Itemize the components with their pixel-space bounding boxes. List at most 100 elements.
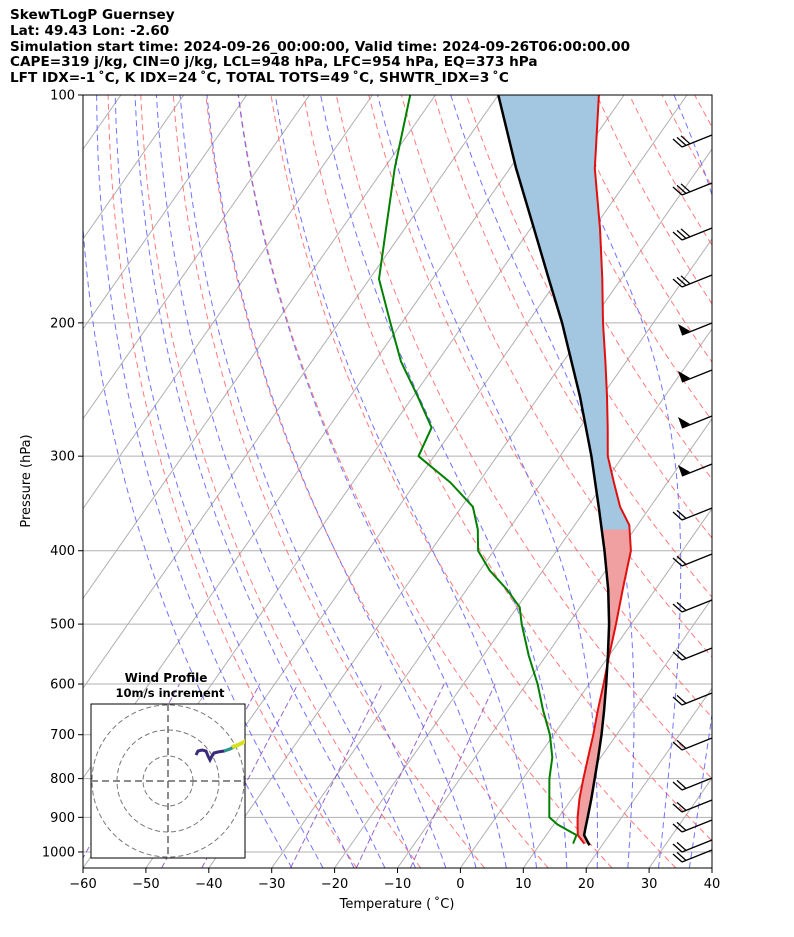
wind-barb — [672, 849, 713, 863]
barb-feather — [672, 138, 683, 148]
barb-staff — [681, 647, 713, 661]
parcel-line — [497, 95, 611, 846]
barb-feather — [672, 696, 683, 706]
wind-barb — [672, 134, 713, 148]
y-tick-label: 1000 — [42, 845, 75, 860]
barb-staff — [681, 415, 713, 429]
barb-feather — [672, 803, 683, 813]
y-axis: 1000 900 800 700 600 500 400 300 200 100 — [42, 89, 83, 860]
dry-adiabat-0 — [172, 95, 485, 868]
chart-header: SkewTLogP Guernsey Lat: 49.43 Lon: -2.60… — [10, 7, 631, 87]
barb-feather — [676, 779, 687, 789]
dry-adiabat--10 — [140, 95, 422, 868]
barb-feather — [676, 739, 687, 749]
dry-adiabat-30 — [270, 95, 677, 868]
wind-barb — [672, 274, 713, 288]
barb-staff — [681, 777, 713, 791]
wind-barb — [672, 507, 713, 521]
barb-staff — [681, 227, 713, 241]
wind-barb — [672, 692, 713, 706]
barb-staff — [681, 799, 713, 813]
moist-adiabat--30 — [83, 222, 293, 868]
barb-feather — [680, 228, 691, 238]
moist-adiabat--15 — [134, 95, 386, 868]
moist-adiabat-30 — [546, 95, 682, 868]
x-axis-label: Temperature ( ˚C) — [339, 896, 455, 912]
y-tick-label: 900 — [50, 811, 75, 826]
wind-barb — [672, 553, 713, 567]
barb-feather — [672, 853, 683, 863]
inset-wind-trace-top — [231, 739, 245, 749]
moist-adiabat-5 — [237, 95, 507, 868]
barb-feather — [676, 841, 687, 851]
moist-adiabat-15 — [320, 95, 568, 868]
barb-feather — [672, 603, 683, 613]
barb-feather — [676, 851, 687, 861]
dry-adiabat-150 — [661, 95, 712, 188]
barb-feather — [672, 741, 683, 751]
y-tick-label: 500 — [50, 618, 75, 633]
inset-title: Wind Profile — [125, 671, 208, 685]
inset-rings — [91, 704, 245, 858]
cape-text: CAPE=319 j/kg, CIN=0 j/kg, LCL=948 hPa, … — [10, 54, 538, 71]
x-tick-label: −10 — [384, 877, 411, 892]
cape-area — [498, 95, 630, 530]
isotherm-10 — [522, 597, 712, 868]
isotherm-20 — [585, 687, 712, 868]
location-text: Lat: 49.43 Lon: -2.60 — [10, 22, 170, 39]
barb-feather — [676, 136, 687, 146]
barb-staff — [681, 553, 713, 567]
barb-pennant — [678, 465, 690, 476]
barb-feather — [672, 823, 683, 833]
isotherm--80 — [83, 95, 499, 690]
x-tick-label: −40 — [195, 877, 222, 892]
y-tick-label: 700 — [50, 728, 75, 743]
barb-feather — [672, 781, 683, 791]
x-tick-label: 20 — [578, 877, 595, 892]
isotherm--100 — [83, 95, 373, 510]
barb-feather — [672, 557, 683, 567]
wind-barb — [672, 227, 713, 241]
time-text: Simulation start time: 2024-09-26_00:00:… — [10, 38, 631, 55]
moist-adiabat-45 — [752, 95, 794, 868]
wind-barb — [678, 322, 713, 336]
dry-adiabat-40 — [303, 95, 712, 842]
barb-feather — [672, 651, 683, 661]
x-tick-label: −20 — [321, 877, 348, 892]
barb-staff — [681, 692, 713, 706]
dry-adiabat-10 — [205, 95, 549, 868]
y-tick-label: 100 — [50, 89, 75, 104]
dry-adiabat--20 — [107, 95, 358, 868]
barb-feather — [676, 801, 687, 811]
moist-adiabat-40 — [720, 95, 794, 868]
moist-adiabat-20 — [377, 95, 598, 868]
barb-feather — [672, 843, 683, 853]
isotherm-50 — [775, 95, 794, 868]
barb-staff — [681, 322, 713, 336]
moist-adiabat--5 — [179, 95, 447, 868]
moist-adiabat--25 — [96, 95, 324, 868]
y-axis-label: Pressure (hPa) — [19, 434, 34, 527]
barb-staff — [681, 737, 713, 751]
index-text: LFT IDX=-1 ˚C, K IDX=24 ˚C, TOTAL TOTS=4… — [10, 70, 509, 87]
barb-feather — [680, 135, 691, 145]
wind-barb — [672, 799, 713, 813]
dry-adiabat-180 — [760, 95, 794, 868]
barb-staff — [681, 134, 713, 148]
dry-adiabat-90 — [466, 95, 712, 539]
moist-adiabat-35 — [673, 95, 712, 868]
barb-staff — [681, 839, 713, 853]
background-lines — [83, 95, 794, 868]
temperature-line — [576, 95, 632, 845]
barb-feather — [676, 694, 687, 704]
barb-pennant — [678, 417, 690, 428]
inset-ring-3 — [91, 704, 245, 858]
isotherm-30 — [648, 777, 712, 868]
isotherm--110 — [83, 95, 311, 420]
dry-adiabat-160 — [694, 95, 712, 128]
moist-adiabat--10 — [155, 95, 416, 868]
y-tick-label: 400 — [50, 544, 75, 559]
dry-adiabat-170 — [727, 95, 794, 868]
wind-barbs — [672, 134, 713, 863]
